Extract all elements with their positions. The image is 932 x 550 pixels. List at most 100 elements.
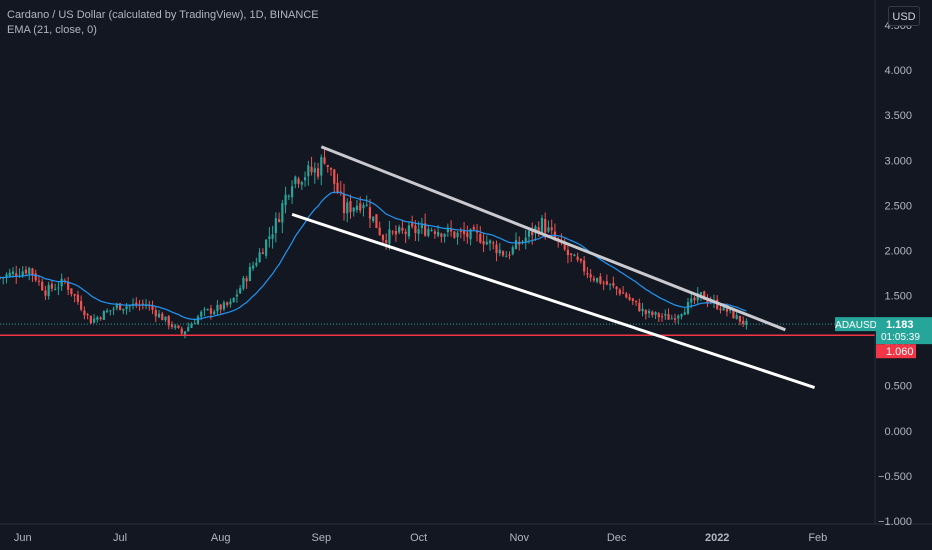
candle-body xyxy=(248,267,251,281)
candle xyxy=(174,323,177,330)
candle-body xyxy=(368,207,372,219)
candle-body xyxy=(462,230,466,235)
candle xyxy=(349,194,352,219)
candle-body xyxy=(472,227,475,230)
candle xyxy=(738,315,742,326)
ema-line[interactable] xyxy=(0,191,747,321)
time-tick-label: Aug xyxy=(211,532,231,544)
candle-body xyxy=(349,200,352,213)
candle-body xyxy=(660,316,664,318)
candle-body xyxy=(586,273,589,275)
candle-body xyxy=(404,231,407,235)
candle-body xyxy=(216,304,219,312)
candle-body xyxy=(589,274,592,278)
candle-body xyxy=(414,225,417,233)
candle xyxy=(456,230,459,245)
candle-body xyxy=(203,309,206,311)
candle-body xyxy=(498,249,501,254)
currency-button[interactable]: USD xyxy=(888,6,920,26)
candle xyxy=(573,253,576,257)
candle xyxy=(93,314,96,324)
time-axis[interactable]: Jun Jul Aug Sep Oct Nov Dec 2022 Feb xyxy=(14,532,827,544)
candle xyxy=(430,227,433,232)
candle xyxy=(271,225,274,249)
candle-body xyxy=(742,320,745,324)
candle-body xyxy=(644,309,647,315)
candle xyxy=(102,310,105,320)
candle xyxy=(488,239,492,251)
candle xyxy=(346,198,349,223)
candle xyxy=(501,250,505,257)
candle xyxy=(742,316,745,327)
candle xyxy=(355,199,359,213)
candle xyxy=(482,233,485,253)
candle-body xyxy=(544,218,547,233)
candle xyxy=(310,156,313,176)
candle xyxy=(323,147,326,165)
candle-body xyxy=(732,309,735,319)
candle-body xyxy=(725,306,729,312)
candle-body xyxy=(125,306,128,310)
candle xyxy=(287,194,290,201)
candle-body xyxy=(50,283,54,289)
price-tick-label: 3.000 xyxy=(884,155,912,167)
candle-body xyxy=(372,216,375,221)
candle-body xyxy=(303,177,307,181)
candle-body xyxy=(745,320,748,325)
candle xyxy=(664,309,667,320)
candle-body xyxy=(109,310,112,312)
candle xyxy=(222,300,226,312)
candle xyxy=(621,286,625,294)
candle xyxy=(268,227,271,248)
candle xyxy=(342,183,346,221)
candle-body xyxy=(683,312,686,315)
candle-body xyxy=(612,283,615,286)
candle-body xyxy=(222,302,226,310)
candle-body xyxy=(570,253,573,255)
candle-body xyxy=(394,230,398,235)
candle-body xyxy=(144,305,148,307)
candle-body xyxy=(495,244,498,254)
candle xyxy=(680,313,683,320)
price-tick-label: 4.000 xyxy=(884,65,912,77)
candle-body xyxy=(342,193,346,214)
candle xyxy=(605,274,608,286)
candle-body xyxy=(501,251,505,256)
candle-body xyxy=(8,272,11,276)
horizontal-line-value: 1.060 xyxy=(886,346,914,358)
candle-body xyxy=(164,316,167,321)
candle-body xyxy=(446,227,449,232)
candle xyxy=(625,291,628,299)
candle-body xyxy=(686,302,690,314)
time-tick-label: Oct xyxy=(410,532,427,544)
candle-body xyxy=(70,288,73,295)
candle xyxy=(644,309,647,320)
trendline-lower[interactable] xyxy=(291,212,816,389)
candle xyxy=(485,235,488,246)
candle xyxy=(745,318,748,330)
candle xyxy=(128,304,131,313)
trendline-upper[interactable] xyxy=(320,145,786,332)
candle xyxy=(154,307,157,323)
candle-body xyxy=(73,294,76,296)
candle xyxy=(105,308,109,313)
candle xyxy=(609,283,612,291)
candle-body xyxy=(735,315,738,319)
candle-body xyxy=(362,205,365,209)
candle xyxy=(453,230,456,240)
candle-body xyxy=(21,271,24,276)
candle xyxy=(352,206,355,217)
symbol-title[interactable]: Cardano / US Dollar (calculated by Tradi… xyxy=(7,9,319,21)
candle-body xyxy=(154,310,157,317)
candle-body xyxy=(128,305,131,307)
candle-body xyxy=(333,169,336,184)
candle-body xyxy=(290,186,294,198)
candle xyxy=(570,253,573,263)
price-axis[interactable]: 4.5004.0003.5003.0002.5002.0001.5001.000… xyxy=(878,20,912,528)
indicator-title[interactable]: EMA (21, close, 0) xyxy=(7,24,97,36)
candle xyxy=(157,309,161,319)
candle-body xyxy=(388,229,391,244)
candle-body xyxy=(112,308,115,310)
candle-body xyxy=(102,311,105,320)
